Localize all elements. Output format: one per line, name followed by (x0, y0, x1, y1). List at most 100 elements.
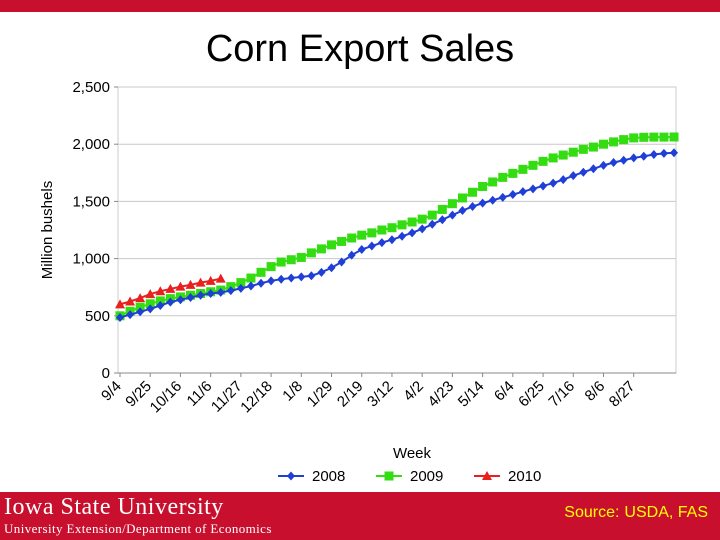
data-point-2009 (145, 299, 155, 309)
data-point-2008 (589, 164, 598, 174)
data-point-2008 (408, 228, 417, 238)
data-point-2008 (599, 160, 608, 170)
data-point-2009 (407, 217, 417, 227)
data-point-2008 (257, 278, 266, 288)
data-point-2009 (609, 137, 619, 147)
data-point-2008 (398, 231, 407, 241)
data-point-2008 (287, 273, 296, 283)
data-point-2009 (669, 132, 679, 142)
y-axis-title: Million bushels (39, 181, 56, 279)
x-tick-label: 10/16 (147, 378, 186, 417)
data-point-2008 (216, 287, 225, 297)
data-point-2008 (126, 310, 135, 320)
data-point-2009 (286, 255, 296, 265)
data-point-2008 (267, 276, 276, 286)
y-tick-label: 1,500 (72, 193, 110, 210)
data-point-2008 (498, 192, 507, 202)
data-point-2008 (468, 202, 477, 212)
data-point-2008 (357, 244, 366, 254)
data-point-2009 (357, 230, 367, 240)
legend-label-2008: 2008 (312, 468, 345, 485)
data-point-2009 (437, 204, 447, 214)
x-tick-label: 5/14 (455, 378, 488, 411)
data-point-2008 (186, 292, 195, 302)
data-point-2009 (256, 267, 266, 277)
series-line-2009 (119, 135, 675, 317)
data-point-2008 (387, 235, 396, 245)
data-point-2008 (136, 307, 145, 317)
data-point-2010 (175, 281, 186, 291)
data-point-2008 (146, 304, 155, 314)
data-point-2009 (558, 150, 568, 160)
data-point-2008 (116, 313, 124, 323)
data-point-2008 (579, 167, 588, 177)
data-point-2008 (277, 274, 286, 284)
data-point-2008 (549, 178, 558, 188)
data-point-2008 (156, 301, 165, 311)
top-accent-bar (0, 0, 720, 12)
data-point-2009 (629, 133, 639, 143)
source-value: USDA, FAS (624, 504, 708, 521)
data-point-2008 (337, 257, 346, 267)
data-point-2008 (307, 271, 316, 281)
data-point-2008 (609, 158, 618, 168)
data-point-2009 (649, 132, 659, 142)
data-point-2008 (377, 238, 386, 248)
x-axis-title: Week (393, 445, 432, 462)
y-tick-label: 2,500 (72, 79, 110, 96)
data-point-2008 (649, 149, 658, 159)
data-point-2008 (176, 295, 185, 305)
x-tick-label: 1/8 (279, 378, 306, 405)
data-point-2010 (215, 273, 226, 283)
data-point-2009 (266, 262, 276, 272)
data-point-2009 (296, 252, 306, 262)
data-point-2008 (206, 288, 215, 298)
data-point-2008 (428, 219, 437, 229)
data-point-2008 (236, 283, 245, 293)
data-point-2009 (578, 144, 588, 154)
data-point-2008 (539, 181, 548, 191)
data-point-2009 (588, 142, 598, 152)
data-point-2009 (538, 156, 548, 166)
x-tick-label: 7/16 (545, 378, 578, 411)
data-point-2008 (418, 224, 427, 234)
data-point-2008 (166, 297, 175, 307)
data-point-2010 (205, 275, 216, 285)
data-point-2008 (639, 151, 648, 161)
data-point-2009 (468, 187, 478, 197)
data-point-2009 (518, 164, 528, 174)
data-point-2009 (498, 172, 508, 182)
source-note: Source: USDA, FAS (564, 504, 708, 522)
x-tick-label: 4/2 (400, 378, 427, 405)
data-point-2008 (327, 263, 336, 273)
x-tick-label: 8/6 (582, 378, 609, 405)
source-label: Source: (564, 504, 620, 521)
plot-area (117, 86, 677, 374)
data-point-2008 (438, 215, 447, 225)
data-point-2008 (448, 210, 457, 220)
data-point-2009 (155, 296, 165, 306)
x-tick-label: 3/12 (364, 378, 397, 411)
data-point-2009 (337, 236, 347, 246)
data-point-2008 (629, 153, 638, 163)
corn-export-sales-chart: 05001,0001,5002,0002,5009/49/2510/1611/6… (39, 79, 679, 485)
data-point-2008 (367, 241, 376, 251)
data-point-2009 (135, 302, 145, 312)
data-point-2009 (548, 153, 558, 163)
data-point-2009 (488, 177, 498, 187)
data-point-2009 (508, 168, 518, 178)
data-point-2008 (458, 206, 467, 216)
data-point-2009 (528, 160, 538, 170)
data-point-2010 (165, 283, 176, 293)
x-tick-label: 11/27 (208, 378, 246, 416)
x-tick-label: 8/27 (606, 378, 639, 411)
data-point-2009 (387, 223, 397, 233)
data-point-2010 (135, 293, 146, 303)
data-point-2009 (327, 240, 337, 250)
data-point-2009 (447, 199, 457, 209)
data-point-2009 (457, 193, 467, 203)
data-point-2008 (488, 195, 497, 205)
data-point-2008 (317, 267, 326, 277)
data-point-2008 (559, 175, 568, 185)
x-tick-label: 6/4 (491, 378, 518, 405)
